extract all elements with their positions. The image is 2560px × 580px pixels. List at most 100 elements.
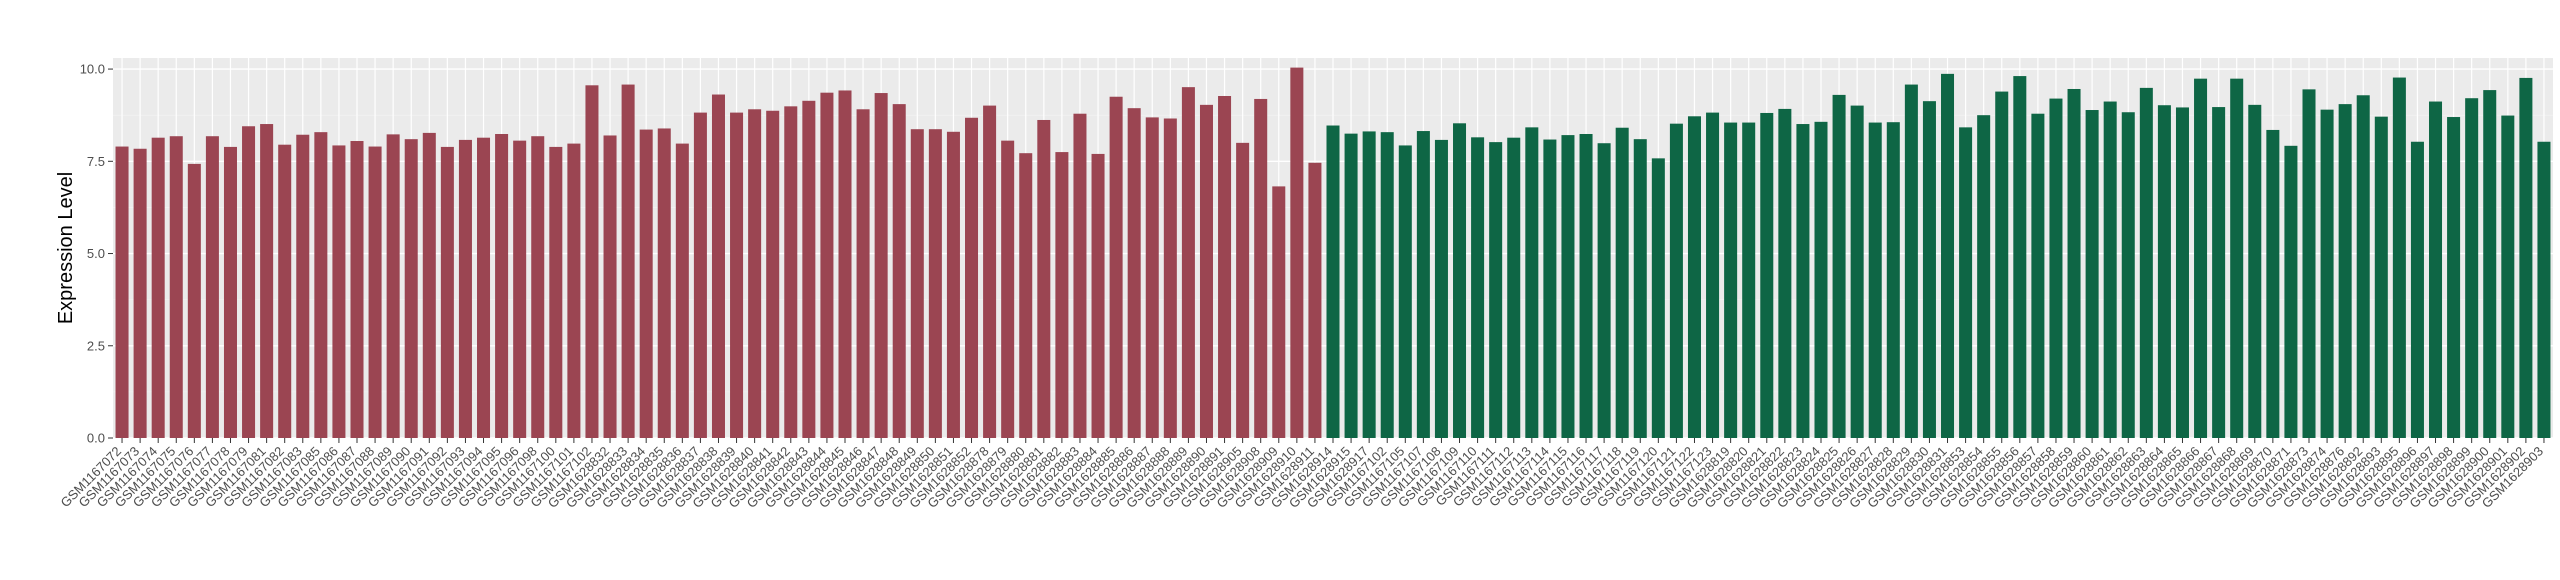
bar-gsm1628850 <box>928 129 942 438</box>
bar-gsm1628843 <box>802 100 816 439</box>
bars <box>115 67 2551 439</box>
bar-gsm1628911 <box>1308 162 1322 438</box>
bar-gsm1628830 <box>1922 101 1936 439</box>
bar-gsm1167087 <box>350 141 364 438</box>
bar-gsm1628893 <box>2374 116 2388 439</box>
bar-gsm1628857 <box>2031 113 2045 438</box>
bar-gsm1628878 <box>983 105 997 439</box>
y-tick-label: 0.0 <box>87 431 105 446</box>
bar-gsm1628873 <box>2302 89 2316 438</box>
bar-gsm1167092 <box>440 146 454 438</box>
bar-gsm1628891 <box>1218 96 1232 438</box>
bar-gsm1167073 <box>133 148 147 439</box>
bar-gsm1628852 <box>965 117 979 438</box>
y-tick-label: 10.0 <box>80 62 105 77</box>
bar-gsm1167115 <box>1561 135 1575 438</box>
bar-gsm1628871 <box>2284 145 2298 438</box>
bar-gsm1167107 <box>1416 131 1430 439</box>
bar-gsm1628882 <box>1055 152 1069 438</box>
bar-gsm1167075 <box>169 136 183 438</box>
bar-gsm1628899 <box>2465 98 2479 438</box>
bar-gsm1628885 <box>1109 96 1123 439</box>
bar-gsm1167119 <box>1633 139 1647 439</box>
bar-gsm1628824 <box>1814 121 1828 438</box>
bar-gsm1628915 <box>1344 133 1358 438</box>
bar-gsm1628883 <box>1073 113 1087 438</box>
bar-gsm1628861 <box>2103 101 2117 438</box>
bar-gsm1628849 <box>910 129 924 438</box>
bar-gsm1628820 <box>1742 122 1756 438</box>
bar-gsm1628903 <box>2537 141 2551 439</box>
bar-gsm1628846 <box>856 109 870 438</box>
bar-gsm1167077 <box>205 136 219 438</box>
bar-gsm1628888 <box>1163 118 1177 438</box>
bar-gsm1628881 <box>1037 119 1051 438</box>
bar-gsm1628819 <box>1724 122 1738 438</box>
bar-gsm1167105 <box>1398 145 1412 438</box>
bar-gsm1628868 <box>2230 78 2244 439</box>
x-axis: GSM1167072GSM1167073GSM1167074GSM1167075… <box>58 438 2546 511</box>
bar-gsm1167112 <box>1507 137 1521 438</box>
bar-gsm1628860 <box>2085 110 2099 439</box>
bar-gsm1167102 <box>1380 132 1394 438</box>
bar-gsm1628833 <box>621 84 635 438</box>
bar-gsm1628837 <box>693 112 707 439</box>
bar-gsm1628892 <box>2356 95 2370 438</box>
bar-gsm1628835 <box>657 128 671 439</box>
bar-gsm1628831 <box>1941 73 1955 438</box>
y-tick-label: 2.5 <box>87 338 105 353</box>
bar-gsm1167078 <box>223 146 237 438</box>
bar-gsm1167102 <box>585 85 599 439</box>
bar-gsm1167082 <box>278 144 292 438</box>
bar-gsm1628887 <box>1145 117 1159 438</box>
bar-gsm1167109 <box>1453 123 1467 439</box>
bar-gsm1167108 <box>1434 139 1448 439</box>
bar-gsm1628889 <box>1181 87 1195 438</box>
bar-gsm1167117 <box>1597 143 1611 438</box>
bar-gsm1628886 <box>1127 108 1141 439</box>
bar-gsm1628825 <box>1832 94 1846 439</box>
bar-gsm1628908 <box>1254 98 1268 439</box>
bar-gsm1628844 <box>820 92 834 438</box>
bar-gsm1628902 <box>2519 77 2533 438</box>
bar-gsm1628900 <box>2483 90 2497 439</box>
bar-gsm1628851 <box>946 131 960 438</box>
bar-gsm1628822 <box>1778 108 1792 438</box>
bar-gsm1167095 <box>495 134 509 438</box>
bar-gsm1167074 <box>151 137 165 438</box>
bar-gsm1167101 <box>567 143 581 439</box>
bar-gsm1628848 <box>892 104 906 438</box>
bar-gsm1628910 <box>1290 67 1304 439</box>
bar-gsm1167122 <box>1687 116 1701 438</box>
bar-gsm1628884 <box>1091 153 1105 438</box>
bar-gsm1628866 <box>2194 78 2208 439</box>
bar-gsm1167120 <box>1651 158 1665 438</box>
bar-gsm1628827 <box>1868 122 1882 438</box>
bar-gsm1628826 <box>1850 105 1864 439</box>
bar-gsm1167083 <box>296 134 310 439</box>
bar-gsm1167113 <box>1525 127 1539 438</box>
y-axis: 0.0 2.5 5.0 7.5 10.0 <box>80 62 113 446</box>
bar-gsm1628842 <box>784 106 798 439</box>
bar-gsm1628864 <box>2157 105 2171 438</box>
bar-gsm1167118 <box>1615 127 1629 439</box>
bar-gsm1628879 <box>1001 140 1015 438</box>
bar-gsm1628890 <box>1199 104 1213 438</box>
bar-gsm1628821 <box>1760 112 1774 438</box>
bar-gsm1167123 <box>1706 112 1720 439</box>
bar-gsm1167086 <box>332 145 346 438</box>
bar-gsm1628856 <box>2013 76 2027 438</box>
bar-gsm1628839 <box>730 112 744 439</box>
bar-gsm1167091 <box>422 132 436 439</box>
bar-gsm1628823 <box>1796 124 1810 439</box>
bar-gsm1167079 <box>242 126 256 438</box>
bar-gsm1628895 <box>2392 77 2406 438</box>
bar-gsm1628874 <box>2320 109 2334 438</box>
bar-gsm1628854 <box>1977 115 1991 439</box>
bar-gsm1628917 <box>1362 131 1376 438</box>
bar-gsm1628876 <box>2338 104 2352 438</box>
y-tick-label: 5.0 <box>87 246 105 261</box>
bar-gsm1167116 <box>1579 134 1593 438</box>
bar-gsm1628832 <box>603 135 617 439</box>
